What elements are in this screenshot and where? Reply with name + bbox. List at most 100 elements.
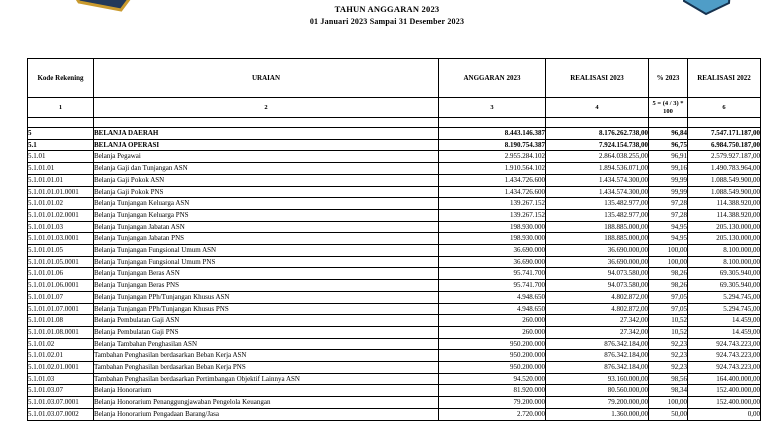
table-row: 5.1.01.01.06 Belanja Tunjangan Beras ASN 9… — [27, 267, 761, 281]
table-row: 5.1.01.01.05.0001 Belanja Tunjangan Fungs… — [27, 255, 761, 269]
cell-realisasi_2023: 876.342.184,00 — [545, 349, 649, 363]
cell-kode: 5.1.01.02.01.0001 — [27, 361, 94, 374]
cell-kode: 5.1.01.01.03.0001 — [27, 232, 94, 246]
cell-realisasi_2022: 164.400.000,00 — [687, 372, 761, 386]
table-row: 5.1.01.01 Belanja Gaji dan Tunjangan ASN 1… — [27, 162, 761, 175]
cell-kode: 5.1.01.01.01.0001 — [27, 185, 94, 199]
cell-uraian: Belanja Pegawai — [93, 150, 439, 164]
cell-anggaran: 198.930.000 — [438, 232, 546, 246]
cell-uraian: Belanja Tambahan Penghasilan ASN — [93, 337, 439, 351]
cell-pct: 10,52 — [648, 325, 688, 339]
table-row: 5.1.01.01.05 Belanja Tunjangan Fungsional… — [27, 244, 761, 257]
cell-kode: 5.1.01.01.05 — [27, 244, 94, 257]
table-row: 5.1.01.03.07.0001 Belanja Honorarium Pena… — [27, 396, 761, 409]
header-uraian: URAIAN — [93, 58, 439, 98]
cell-uraian: BELANJA DAERAH — [93, 127, 439, 140]
cell-realisasi_2022: 69.305.940,00 — [687, 267, 761, 281]
cell-uraian: Belanja Tunjangan PPh/Tunjangan Khusus A… — [93, 290, 439, 304]
table-row: 5.1.01.01.08 Belanja Pembulatan Gaji ASN 2… — [27, 314, 761, 327]
cell-realisasi_2022: 152.400.000,00 — [687, 384, 761, 398]
cell-realisasi_2023: 79.200.000,00 — [545, 396, 649, 409]
cell-kode: 5 — [27, 127, 94, 140]
cell-uraian: Belanja Honorarium Penanggungjawaban Pen… — [93, 396, 439, 409]
cell-pct: 94,95 — [648, 232, 688, 246]
cell-anggaran: 950.200.000 — [438, 337, 546, 351]
table-row: 5.1.01.01.07 Belanja Tunjangan PPh/Tunjan… — [27, 290, 761, 304]
table-row: 5.1.01.02.01 Tambahan Penghasilan berdasa… — [27, 349, 761, 363]
cell-realisasi_2022: 14.459,00 — [687, 325, 761, 339]
cell-uraian: Belanja Honorarium Pengadaan Barang/Jasa — [93, 407, 439, 421]
table-row: 5.1.01.01.08.0001 Belanja Pembulatan Gaji… — [27, 325, 761, 339]
cell-anggaran: 260.000 — [438, 314, 546, 327]
cell-pct: 50,00 — [648, 407, 688, 421]
cell-realisasi_2022: 114.388.920,00 — [687, 197, 761, 210]
cell-realisasi_2022: 8.100.000,00 — [687, 244, 761, 257]
cell-realisasi_2023: 94.073.580,00 — [545, 279, 649, 292]
cell-realisasi_2023: 94.073.580,00 — [545, 267, 649, 281]
cell-realisasi_2023: 1.360.000,00 — [545, 407, 649, 421]
cell-anggaran: 95.741.700 — [438, 279, 546, 292]
cell-realisasi_2022: 1.088.549.900,00 — [687, 185, 761, 199]
cell-kode: 5.1.01.03 — [27, 372, 94, 386]
cell-realisasi_2023: 8.176.262.738,00 — [545, 127, 649, 140]
header-anggaran-2023: ANGGARAN 2023 — [438, 58, 546, 98]
cell-uraian: Belanja Tunjangan Jabatan ASN — [93, 220, 439, 234]
header-col-number: 6 — [687, 97, 761, 118]
cell-kode: 5.1.01.01.06 — [27, 267, 94, 281]
cell-anggaran: 36.690.000 — [438, 255, 546, 269]
cell-anggaran: 1.434.726.600 — [438, 185, 546, 199]
cell-realisasi_2022: 205.130.000,00 — [687, 232, 761, 246]
cell-kode: 5.1.01.02 — [27, 337, 94, 351]
spacer-row — [27, 117, 761, 128]
cell-pct: 98,26 — [648, 267, 688, 281]
cell-realisasi_2022: 5.294.745,00 — [687, 302, 761, 316]
cell-realisasi_2023: 188.885.000,00 — [545, 232, 649, 246]
cell-kode: 5.1.01.03.07.0001 — [27, 396, 94, 409]
cell-anggaran: 950.200.000 — [438, 349, 546, 363]
cell-realisasi_2022: 924.743.223,00 — [687, 361, 761, 374]
cell-uraian: Belanja Pembulatan Gaji ASN — [93, 314, 439, 327]
cell-pct: 97,28 — [648, 197, 688, 210]
cell-pct: 100,00 — [648, 244, 688, 257]
cell-uraian: Belanja Honorarium — [93, 384, 439, 398]
table-row: 5.1.01.01.03 Belanja Tunjangan Jabatan AS… — [27, 220, 761, 234]
cell-realisasi_2023: 36.690.000,00 — [545, 244, 649, 257]
cell-kode: 5.1.01.01.08.0001 — [27, 325, 94, 339]
cell-anggaran: 2.955.284.102 — [438, 150, 546, 164]
header-realisasi-2023: REALISASI 2023 — [545, 58, 649, 98]
header-pct-2023: % 2023 — [648, 58, 688, 98]
cell-pct: 94,95 — [648, 220, 688, 234]
cell-realisasi_2023: 27.342,00 — [545, 325, 649, 339]
cell-kode: 5.1.01.02.01 — [27, 349, 94, 363]
cell-anggaran: 8.190.754.387 — [438, 138, 546, 152]
cell-anggaran: 1.434.726.600 — [438, 173, 546, 187]
cell-anggaran: 139.267.152 — [438, 208, 546, 222]
cell-realisasi_2022: 152.400.000,00 — [687, 396, 761, 409]
cell-kode: 5.1.01.01.05.0001 — [27, 255, 94, 269]
cell-anggaran: 2.720.000 — [438, 407, 546, 421]
cell-realisasi_2022: 924.743.223,00 — [687, 337, 761, 351]
cell-kode: 5.1.01.01.02.0001 — [27, 208, 94, 222]
cell-anggaran: 8.443.146.387 — [438, 127, 546, 140]
cell-anggaran: 36.690.000 — [438, 244, 546, 257]
cell-kode: 5.1.01.01.07 — [27, 290, 94, 304]
cell-kode: 5.1 — [27, 138, 94, 152]
cell-pct: 96,91 — [648, 150, 688, 164]
cell-realisasi_2023: 36.690.000,00 — [545, 255, 649, 269]
cell-uraian: Belanja Tunjangan Keluarga ASN — [93, 197, 439, 210]
cell-realisasi_2023: 1.894.536.071,00 — [545, 162, 649, 175]
cell-pct: 97,28 — [648, 208, 688, 222]
cell-anggaran: 1.910.564.102 — [438, 162, 546, 175]
cell-realisasi_2022: 14.459,00 — [687, 314, 761, 327]
cell-uraian: Belanja Gaji Pokok ASN — [93, 173, 439, 187]
cell-uraian: Tambahan Penghasilan berdasarkan Beban K… — [93, 361, 439, 374]
cell-realisasi_2022: 8.100.000,00 — [687, 255, 761, 269]
cell-realisasi_2022: 7.547.171.187,00 — [687, 127, 761, 140]
header-col-number: 3 — [438, 97, 546, 118]
cell-anggaran: 81.920.000 — [438, 384, 546, 398]
cell-realisasi_2022: 2.579.927.187,00 — [687, 150, 761, 164]
cell-pct: 96,75 — [648, 138, 688, 152]
table-row: 5.1.01.03.07 Belanja Honorarium 81.920.000… — [27, 384, 761, 398]
cell-pct: 92,23 — [648, 349, 688, 363]
